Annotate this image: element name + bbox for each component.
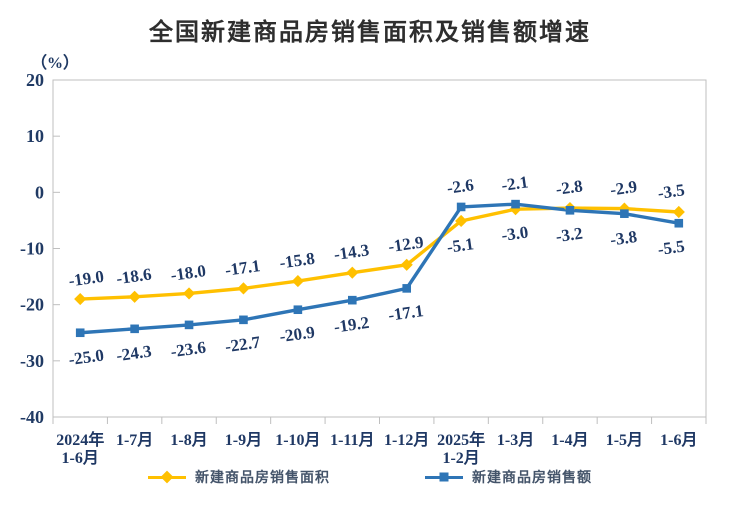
marker-diamond-sales-area [74,292,87,306]
data-label-sales-area: -12.9 [387,232,425,256]
data-label-sales-amount: -19.2 [333,313,371,337]
data-label-sales-area: -2.9 [609,177,638,200]
marker-square-sales-amount [184,320,194,330]
marker-square-sales-amount [674,218,684,228]
data-label-sales-area: -2.8 [555,176,584,199]
data-label-sales-amount: -2.6 [446,175,475,198]
legend-item-sales-amount: 新建商品房销售额 [425,467,592,487]
y-axis-tick-label: 0 [35,182,44,202]
marker-square-sales-amount [130,324,139,334]
data-label-sales-amount: -25.0 [67,345,105,369]
x-axis-category-label: 1-9月 [225,431,262,449]
data-label-sales-amount: -2.1 [500,172,529,195]
x-axis-category-label: 1-6月 [660,431,697,449]
series-line-sales-amount [78,202,681,335]
legend-marker-sales-amount-icon [425,472,463,482]
y-axis-tick-label: -20 [20,295,44,315]
legend-label-sales-amount: 新建商品房销售额 [472,471,592,486]
data-label-sales-amount: -3.2 [555,224,584,247]
series-line-sales-area [78,206,681,301]
marker-square-sales-amount [293,305,303,315]
y-axis-tick-label: -10 [20,239,44,259]
x-axis-category-label: 1-7月 [116,431,153,449]
x-axis-category-label: 2025年 1-2月 [437,430,485,467]
data-label-sales-area: -5.1 [446,234,475,257]
marker-square-sales-amount [402,284,412,293]
marker-diamond-sales-area [672,205,685,219]
data-label-sales-area: -3.5 [657,180,686,203]
marker-square-sales-amount [565,206,575,215]
legend-marker-sales-area-icon [148,470,186,484]
marker-diamond-sales-area [182,287,196,300]
x-axis-category-label: 1-5月 [606,431,643,449]
y-axis-unit-label: （%） [31,54,79,72]
data-label-sales-amount: -22.7 [224,332,262,356]
data-label-sales-area: -3.0 [500,222,529,245]
x-axis-category-label: 2024年 1-6月 [56,430,104,467]
data-label-sales-area: -19.0 [67,267,105,291]
marker-square-sales-amount [239,315,248,325]
x-axis-category-label: 1-12月 [384,431,429,449]
data-label-sales-amount: -3.8 [609,227,638,250]
data-label-sales-amount: -23.6 [169,338,207,362]
marker-square-sales-amount [456,202,466,212]
marker-diamond-sales-area [455,214,468,228]
marker-diamond-sales-area [400,258,413,271]
marker-diamond-sales-area [291,274,304,288]
x-axis-category-label: 1-11月 [330,431,374,449]
legend-item-sales-area: 新建商品房销售面积 [148,467,330,487]
data-label-sales-amount: -20.9 [278,322,316,346]
y-axis-tick-label: 20 [26,70,44,90]
data-label-sales-area: -14.3 [333,240,371,264]
marker-square-sales-amount [620,209,629,218]
legend-label-sales-area: 新建商品房销售面积 [195,471,330,486]
y-axis-tick-label: -40 [20,407,44,427]
marker-square-sales-amount [347,295,357,305]
x-axis-category-label: 1-10月 [275,431,320,449]
marker-square-sales-amount [511,199,520,209]
x-axis-category-label: 1-8月 [170,431,207,449]
plot-border [52,79,707,418]
y-axis-tick-label: -30 [20,351,44,371]
data-label-sales-area: -18.6 [115,264,153,288]
data-label-sales-area: -15.8 [278,249,316,273]
x-axis-category-label: 1-4月 [551,431,588,449]
page-title: 全国新建商品房销售面积及销售额增速 [149,19,591,46]
marker-diamond-sales-area [237,282,250,295]
data-label-sales-amount: -17.1 [387,301,425,325]
marker-diamond-sales-area [128,290,141,303]
chart-legend: 新建商品房销售面积 新建商品房销售额 [0,467,740,487]
data-label-sales-amount: -5.5 [657,236,686,259]
diamond-icon [160,470,174,484]
data-label-sales-area: -17.1 [224,256,262,280]
data-label-sales-amount: -24.3 [115,341,153,365]
y-axis-tick-label: 10 [26,126,44,146]
marker-square-sales-amount [75,328,85,338]
x-axis-category-label: 1-3月 [497,431,534,449]
square-icon [439,472,449,482]
marker-diamond-sales-area [346,266,359,279]
data-label-sales-area: -18.0 [169,261,207,285]
